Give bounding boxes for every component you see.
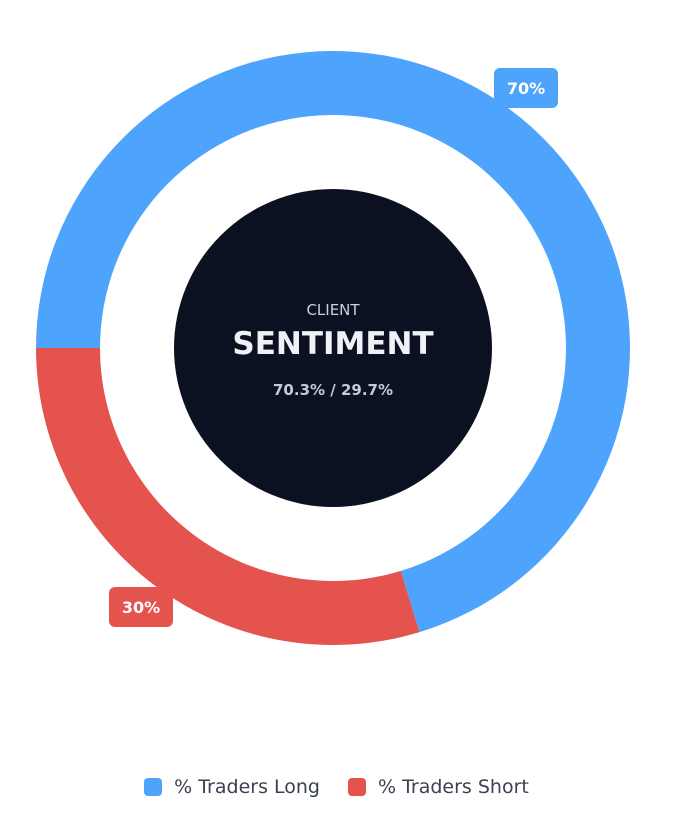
center-sub-label: 70.3% / 29.7%	[273, 381, 393, 399]
center-disc	[174, 189, 492, 507]
legend-item-long[interactable]: % Traders Long	[144, 776, 320, 798]
slice-label-traders-long: 70%	[494, 68, 558, 108]
legend: % Traders Long % Traders Short	[0, 776, 673, 798]
legend-swatch-short	[347, 778, 366, 796]
legend-swatch-long	[144, 778, 163, 796]
legend-label-short: % Traders Short	[377, 776, 529, 798]
legend-label-long: % Traders Long	[174, 776, 320, 798]
donut-chart: CLIENT SENTIMENT 70.3% / 29.7% 70% 30%	[36, 51, 630, 645]
slice-labels: 70% 30%	[109, 68, 558, 627]
slice-label-box	[109, 587, 173, 627]
slice-label-text: 30%	[122, 598, 160, 617]
slice-label-box	[494, 68, 558, 108]
slice-label-text: 70%	[507, 79, 545, 98]
chart-slices	[36, 51, 630, 645]
center-main-label: SENTIMENT	[232, 326, 433, 362]
legend-item-short[interactable]: % Traders Short	[347, 776, 529, 798]
slice-label-traders-short: 30%	[109, 587, 173, 627]
center-top-label: CLIENT	[306, 301, 360, 319]
slice-traders-short[interactable]	[36, 348, 420, 645]
